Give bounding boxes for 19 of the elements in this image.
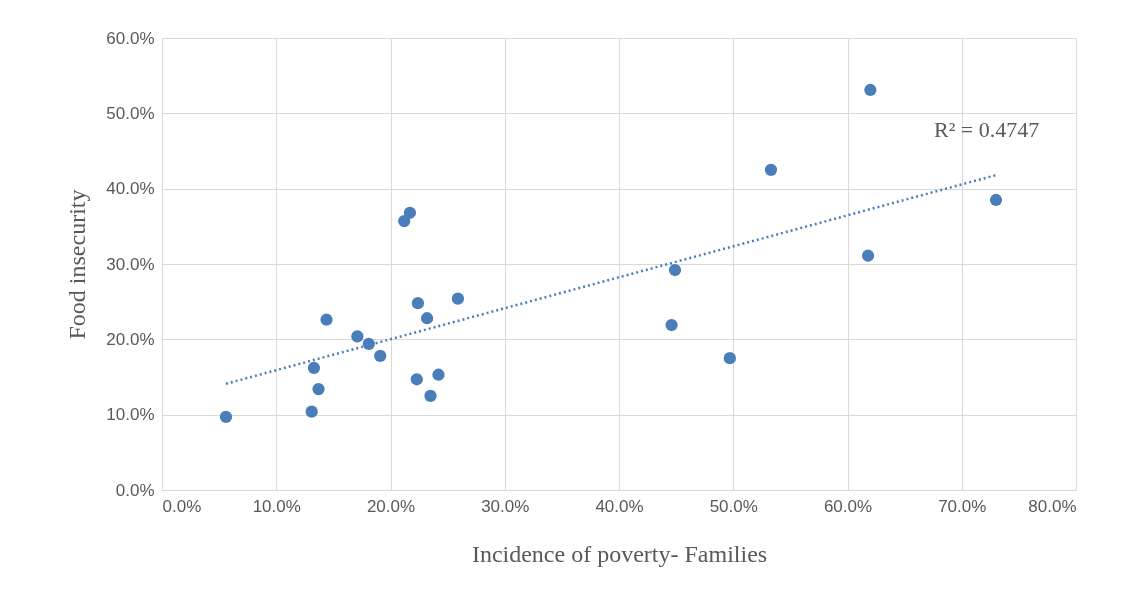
y-tick-label: 0.0% xyxy=(115,480,155,500)
x-tick-label: 70.0% xyxy=(938,496,987,516)
y-tick-label: 20.0% xyxy=(106,329,155,349)
x-tick-label: 20.0% xyxy=(366,496,416,516)
x-tick-label: 10.0% xyxy=(252,496,301,516)
x-tick-label: 50.0% xyxy=(709,496,758,516)
x-axis-title: Incidence of poverty- Families xyxy=(471,540,768,567)
y-tick-label: 40.0% xyxy=(106,179,155,199)
annotation: R² = 0.4747 xyxy=(934,117,1040,142)
y-tick-label: 30.0% xyxy=(106,254,155,274)
y-axis-title: Food insecurity xyxy=(64,189,91,340)
y-tick-label: 10.0% xyxy=(106,405,155,425)
y-tick-label: 60.0% xyxy=(106,28,155,48)
x-tick-label: 40.0% xyxy=(595,496,644,516)
y-tick-label: 50.0% xyxy=(106,103,155,123)
x-tick-label: 0.0% xyxy=(162,496,202,516)
x-tick-label: 60.0% xyxy=(823,496,873,516)
x-tick-label: 30.0% xyxy=(481,496,530,516)
x-tick-label: 80.0% xyxy=(1028,496,1077,516)
